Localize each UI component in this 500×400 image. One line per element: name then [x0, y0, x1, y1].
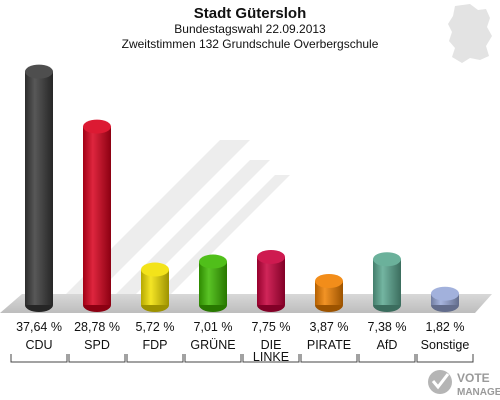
- category-separator: [358, 354, 416, 363]
- bar-top-pirate: [315, 274, 343, 289]
- chart-floor: [0, 294, 492, 313]
- value-labels-group: 37,64 % 28,78 % 5,72 % 7,01 % 7,75 % 3,87 % 7,…: [16, 320, 464, 334]
- watermark-line2: MANAGER: [457, 387, 500, 398]
- category-label: LINKE: [253, 350, 289, 364]
- bar-top-grüne: [199, 254, 227, 269]
- category-separator: [126, 354, 184, 363]
- category-label: SPD: [84, 338, 110, 352]
- category-separator: [300, 354, 358, 363]
- bar-spd: [83, 126, 111, 306]
- bar-afd: [373, 259, 401, 305]
- bar-top-sonstige: [431, 286, 459, 301]
- bar-top-die-linke: [257, 249, 285, 264]
- category-label: FDP: [143, 338, 168, 352]
- category-separator: [10, 354, 68, 363]
- value-label: 28,78 %: [74, 320, 120, 334]
- category-separators: [10, 354, 474, 363]
- bar-top-afd: [373, 252, 401, 267]
- germany-map-icon: [448, 4, 492, 63]
- watermark-line1: VOTE: [457, 371, 490, 385]
- chart-subtitle: Bundestagswahl 22.09.2013: [174, 22, 326, 36]
- value-label: 7,75 %: [252, 320, 291, 334]
- value-label: 5,72 %: [136, 320, 175, 334]
- bar-top-spd: [83, 119, 111, 134]
- bar-grüne: [199, 261, 227, 305]
- category-label: AfD: [377, 338, 398, 352]
- chart-title: Stadt Gütersloh: [194, 5, 307, 22]
- category-label: CDU: [25, 338, 52, 352]
- category-separator: [242, 354, 300, 363]
- value-label: 3,87 %: [310, 320, 349, 334]
- value-label: 7,01 %: [194, 320, 233, 334]
- category-label: PIRATE: [307, 338, 351, 352]
- value-label: 7,38 %: [368, 320, 407, 334]
- bars-group: [25, 64, 459, 312]
- category-label: Sonstige: [421, 338, 470, 352]
- category-label: GRÜNE: [190, 338, 235, 352]
- bar-top-fdp: [141, 262, 169, 277]
- checkmark-icon: [431, 373, 450, 390]
- value-label: 37,64 %: [16, 320, 62, 334]
- chart-subtitle-2: Zweitstimmen 132 Grundschule Overbergsch…: [122, 37, 379, 51]
- vote-manager-logo: VOTE MANAGER: [428, 370, 500, 398]
- bar-top-cdu: [25, 64, 53, 79]
- bar-die-linke: [257, 256, 285, 305]
- category-label: DIE: [261, 338, 282, 352]
- value-label: 1,82 %: [426, 320, 465, 334]
- bar-cdu: [25, 71, 53, 306]
- category-separator: [68, 354, 126, 363]
- category-separator: [416, 354, 474, 363]
- category-separator: [184, 354, 242, 363]
